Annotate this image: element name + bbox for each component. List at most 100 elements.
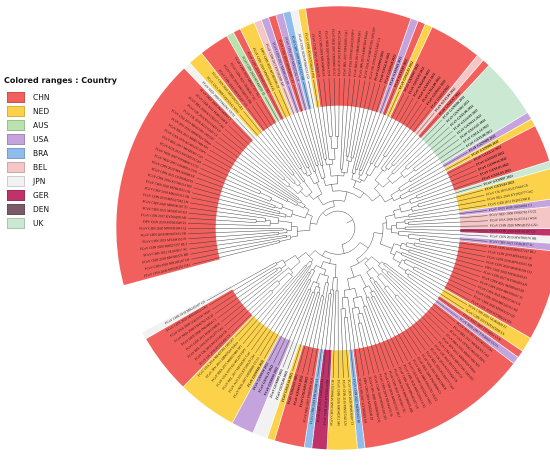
tree-branch — [268, 280, 311, 362]
tree-branch — [374, 183, 380, 189]
legend-label: BRA — [33, 148, 49, 158]
tree-branch — [347, 278, 350, 290]
tree-branch — [298, 83, 322, 166]
tree-branch — [400, 247, 410, 252]
tree-branch — [419, 237, 487, 247]
tree-branch — [369, 166, 376, 177]
tree-branch — [411, 205, 419, 208]
tree-branch — [196, 177, 276, 207]
tree-branch — [251, 105, 305, 181]
tree-arc — [374, 179, 384, 188]
tree-branch — [188, 212, 257, 221]
tree-branch — [377, 156, 385, 168]
tree-arc — [374, 281, 377, 283]
tree-branch — [189, 235, 287, 250]
taxon-label: FCoV CHN 2018 MN165101 SD — [141, 232, 187, 238]
tree-branch — [302, 295, 322, 374]
tree-branch — [373, 232, 383, 234]
tree-branch — [413, 269, 470, 301]
tree-branch — [331, 184, 333, 192]
tree-branch — [391, 119, 443, 173]
tree-branch — [340, 308, 344, 378]
tree-arc — [353, 295, 362, 299]
tree-branch — [294, 182, 298, 187]
tree-branch — [399, 201, 411, 206]
tree-branch — [372, 267, 380, 276]
tree-branch — [373, 290, 413, 359]
tree-branch — [297, 252, 306, 259]
tree-branch — [300, 168, 305, 175]
legend-label: CHN — [33, 92, 50, 102]
legend-swatch — [7, 105, 25, 117]
tree-branch — [405, 259, 475, 292]
taxon-label: FCoV CHN 2018 MN165107 GS — [490, 229, 536, 234]
tree-branch — [396, 221, 405, 223]
tree-branch — [276, 266, 280, 270]
tree-arc — [320, 164, 324, 166]
tree-branch — [316, 273, 321, 283]
tree-branch — [273, 288, 310, 364]
tree-branch — [274, 206, 282, 210]
legend-swatch — [7, 147, 25, 159]
tree-branch — [297, 292, 321, 373]
taxon-label: FCoV USA 2009 GQ152141 WSU — [490, 216, 538, 222]
tree-branch — [408, 156, 471, 190]
tree-branch — [284, 255, 296, 263]
tree-arc — [344, 288, 355, 291]
tree-branch — [318, 287, 321, 293]
tree-branch — [256, 221, 266, 223]
tree-branch — [288, 185, 299, 194]
tree-branch — [365, 257, 369, 261]
tree-arc — [346, 160, 352, 162]
tree-branch — [373, 296, 408, 361]
tree-branch — [323, 269, 326, 276]
tree-branch — [393, 197, 401, 202]
tree-branch — [278, 232, 288, 234]
tree-branch — [414, 266, 472, 296]
tree-branch — [215, 141, 298, 200]
tree-branch — [310, 222, 317, 225]
tree-arc — [363, 305, 367, 308]
tree-branch — [417, 185, 482, 205]
taxon-label: FCoV CHN 2019 MN165098 SX — [309, 378, 319, 424]
tree-branch — [380, 243, 393, 249]
tree-branch — [384, 197, 393, 203]
tree-branch — [408, 234, 488, 242]
taxon-label: FCoV CHN 2021 OL963820 FJ — [311, 34, 321, 78]
tree-branch — [361, 322, 375, 374]
tree-branch — [292, 291, 318, 372]
tree-branch — [385, 109, 431, 168]
tree-arc — [417, 204, 419, 208]
tree-branch — [351, 308, 365, 376]
tree-branch — [328, 78, 333, 137]
tree-branch — [300, 190, 307, 198]
tree-branch — [372, 194, 381, 202]
tree-branch — [381, 270, 446, 334]
tree-branch — [357, 323, 370, 375]
legend-label: JPN — [33, 176, 46, 186]
tree-branch — [369, 93, 405, 164]
tree-branch — [380, 273, 442, 337]
tree-branch — [365, 297, 394, 368]
taxon-label: FCoV CHN 2021 OL963817 SC — [489, 239, 534, 247]
tree-branch — [282, 291, 313, 368]
tree-branch — [231, 292, 274, 334]
tree-branch — [381, 261, 385, 264]
tree-arc — [306, 192, 313, 198]
tree-branch — [326, 276, 329, 283]
tree-branch — [332, 290, 337, 378]
taxon-label: FCoV BEL 2017 MF426301 Cat1 — [342, 30, 348, 77]
tree-branch — [232, 121, 294, 184]
tree-arc — [387, 178, 393, 184]
tree-branch — [391, 112, 435, 165]
tree-branch — [318, 79, 330, 160]
tree-branch — [313, 79, 327, 160]
tree-branch — [345, 78, 355, 156]
tree-branch — [188, 234, 279, 245]
tree-arc — [409, 199, 412, 204]
tree-arc — [398, 187, 401, 192]
tree-branch — [296, 204, 304, 209]
tree-branch — [283, 88, 317, 172]
tree-branch — [188, 223, 271, 227]
taxon-label: FCoV CHN 2021 OL963820 FJ — [316, 378, 324, 422]
